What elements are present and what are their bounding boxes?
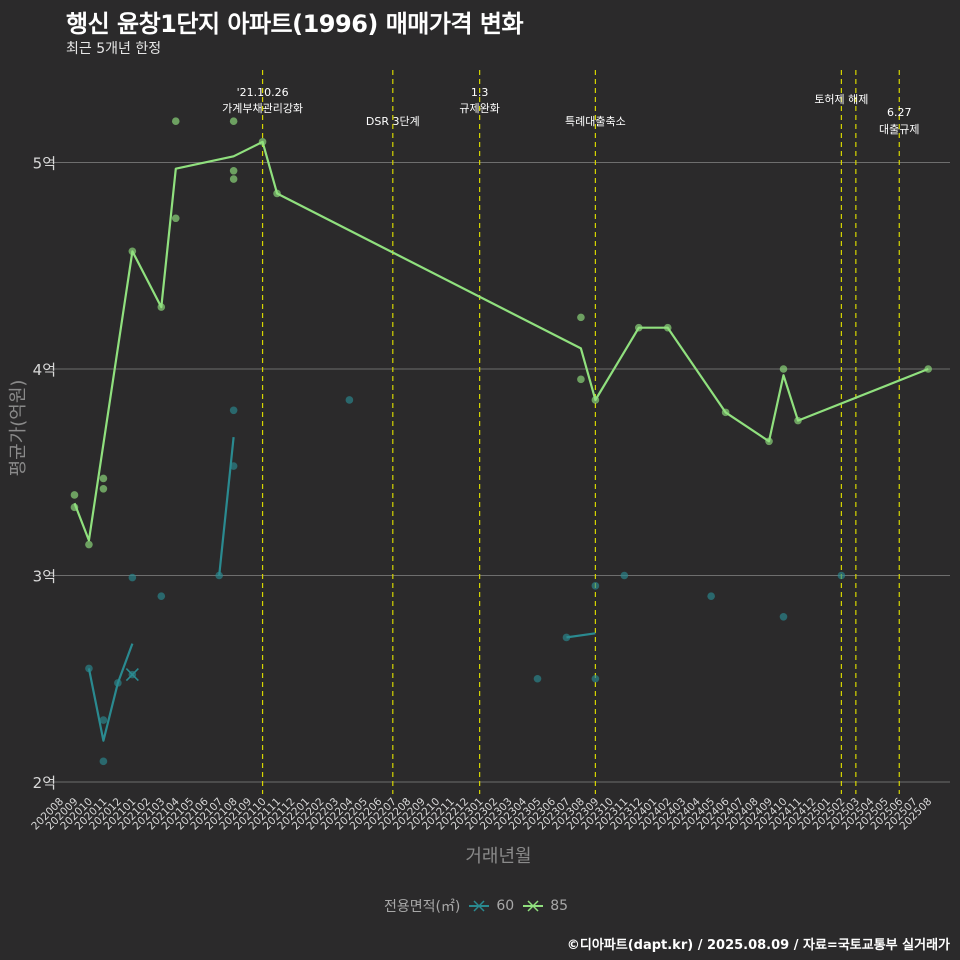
legend-key-60-icon [469, 900, 490, 912]
source-caption: ©디아파트(dapt.kr) / 2025.08.09 / 자료=국토교통부 실… [566, 938, 950, 953]
series-60-line [566, 632, 596, 639]
series-85-point [663, 323, 672, 332]
series-85-point [99, 484, 108, 493]
series-85-point [591, 396, 600, 404]
y-tick-label: 2억 [33, 774, 56, 792]
series-85-point [779, 365, 788, 373]
series-60-point [591, 674, 600, 683]
series-60-point [229, 406, 238, 415]
series-85-point [157, 303, 166, 311]
series-85-point [924, 365, 932, 373]
y-axis-title: 평균가(억원) [8, 380, 29, 477]
legend-label-60: 60 [496, 898, 515, 914]
event-label: 대출규제 [879, 123, 919, 136]
series-60-point [229, 462, 238, 470]
event-label: 1.3 [471, 86, 489, 99]
series-60-point [591, 582, 600, 590]
series-85-point [577, 313, 585, 322]
series-60-point [99, 716, 108, 724]
series-60-point [533, 674, 542, 683]
series-60-point [562, 633, 571, 642]
price-chart: 2억3억4억5억20200820200920201020201120201220… [8, 70, 950, 867]
legend-label-85: 85 [550, 898, 569, 914]
series-60-point [620, 571, 629, 580]
series-85-point [128, 247, 137, 256]
event-label: 6.27 [887, 106, 912, 119]
series-60-point [128, 573, 137, 582]
series-60-point [707, 592, 715, 600]
series-60-point [779, 613, 788, 621]
series-60-point [114, 679, 122, 687]
event-label: 가계부채관리강화 [222, 102, 303, 115]
series-85-point [765, 437, 773, 446]
series-85-point [99, 474, 108, 483]
series-60-line [87, 643, 134, 742]
legend-key-85-icon [523, 900, 544, 912]
series-60-line [218, 436, 235, 576]
series-85-point [229, 175, 238, 183]
event-label: DSR 3단계 [366, 115, 420, 128]
series-60-point [837, 571, 846, 580]
series-85-point [85, 540, 93, 549]
series-60-point [215, 571, 223, 580]
legend-item-60: 60 [468, 898, 514, 914]
series-60-point [99, 757, 108, 766]
series-85-point [229, 166, 238, 175]
series-85-point [721, 408, 730, 417]
y-tick-label: 5억 [33, 155, 56, 173]
series-85-point [258, 138, 267, 146]
series-85-line [73, 140, 929, 542]
event-label: 토허제 해제 [814, 92, 868, 106]
chart-title: 행신 윤창1단지 아파트(1996) 매매가격 변화 [66, 10, 524, 38]
series-85-point [171, 214, 180, 223]
series-85-point [577, 375, 585, 384]
legend-title: 전용면적(㎡) [383, 899, 461, 915]
series-85-point [794, 416, 802, 425]
series-60-point [345, 396, 354, 404]
event-label: 특례대출축소 [565, 115, 626, 128]
y-tick-label: 4억 [33, 361, 56, 379]
series-85-point [229, 117, 238, 125]
series-60-point [157, 592, 166, 600]
series-85-point [635, 323, 643, 332]
legend: 전용면적(㎡) 60 85 [0, 896, 960, 916]
series-85-point [70, 503, 79, 512]
series-85-point [273, 189, 281, 198]
x-axis-title: 거래년월 [465, 846, 531, 867]
legend-item-85: 85 [522, 898, 568, 914]
series-60-point [85, 664, 93, 673]
chart-subtitle: 최근 5개년 한정 [66, 41, 162, 57]
y-tick-label: 3억 [33, 568, 56, 586]
series-85-point [171, 117, 180, 125]
series-85-point [70, 491, 79, 499]
event-label: 규제완화 [459, 102, 499, 115]
series-60-cross-marker [125, 668, 139, 682]
event-label: '21.10.26 [237, 86, 289, 99]
